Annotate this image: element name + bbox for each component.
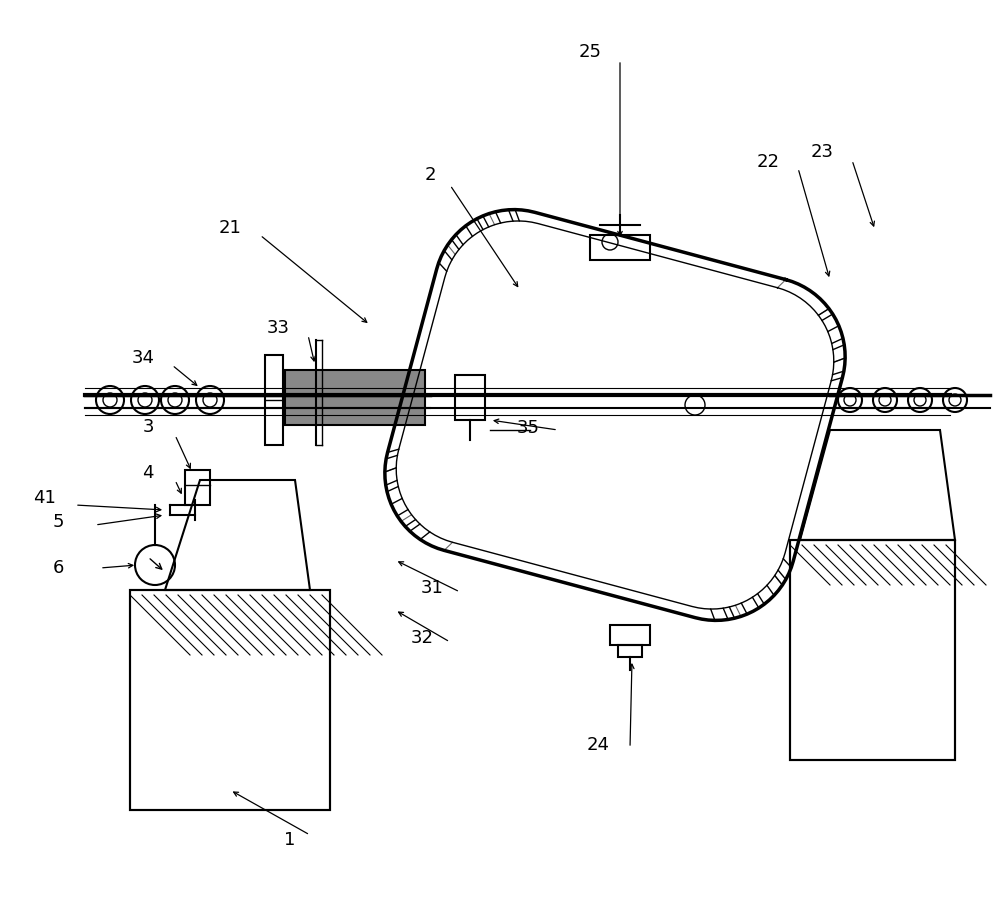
Text: 1: 1 <box>284 831 296 849</box>
Text: 25: 25 <box>578 43 602 61</box>
Bar <box>790 540 955 760</box>
Text: 21: 21 <box>219 219 241 237</box>
Text: 24: 24 <box>586 736 610 754</box>
Text: 5: 5 <box>52 513 64 531</box>
Bar <box>285 370 425 425</box>
Text: 6: 6 <box>52 559 64 577</box>
Text: 32: 32 <box>411 629 434 647</box>
Bar <box>455 375 485 420</box>
Text: 3: 3 <box>142 418 154 436</box>
Text: 35: 35 <box>516 419 540 437</box>
Bar <box>185 470 210 505</box>
Bar <box>130 590 330 810</box>
Bar <box>590 235 650 260</box>
Text: 22: 22 <box>757 153 780 171</box>
Bar <box>130 590 330 810</box>
Text: 2: 2 <box>424 166 436 184</box>
Bar <box>790 540 955 760</box>
Text: 31: 31 <box>421 579 443 597</box>
Bar <box>618 645 642 657</box>
Text: 23: 23 <box>810 143 834 161</box>
Text: 4: 4 <box>142 464 154 482</box>
Bar <box>265 355 283 445</box>
Bar <box>610 625 650 645</box>
Text: 34: 34 <box>132 349 154 367</box>
Text: 33: 33 <box>266 319 290 337</box>
Text: 41: 41 <box>34 489 56 507</box>
